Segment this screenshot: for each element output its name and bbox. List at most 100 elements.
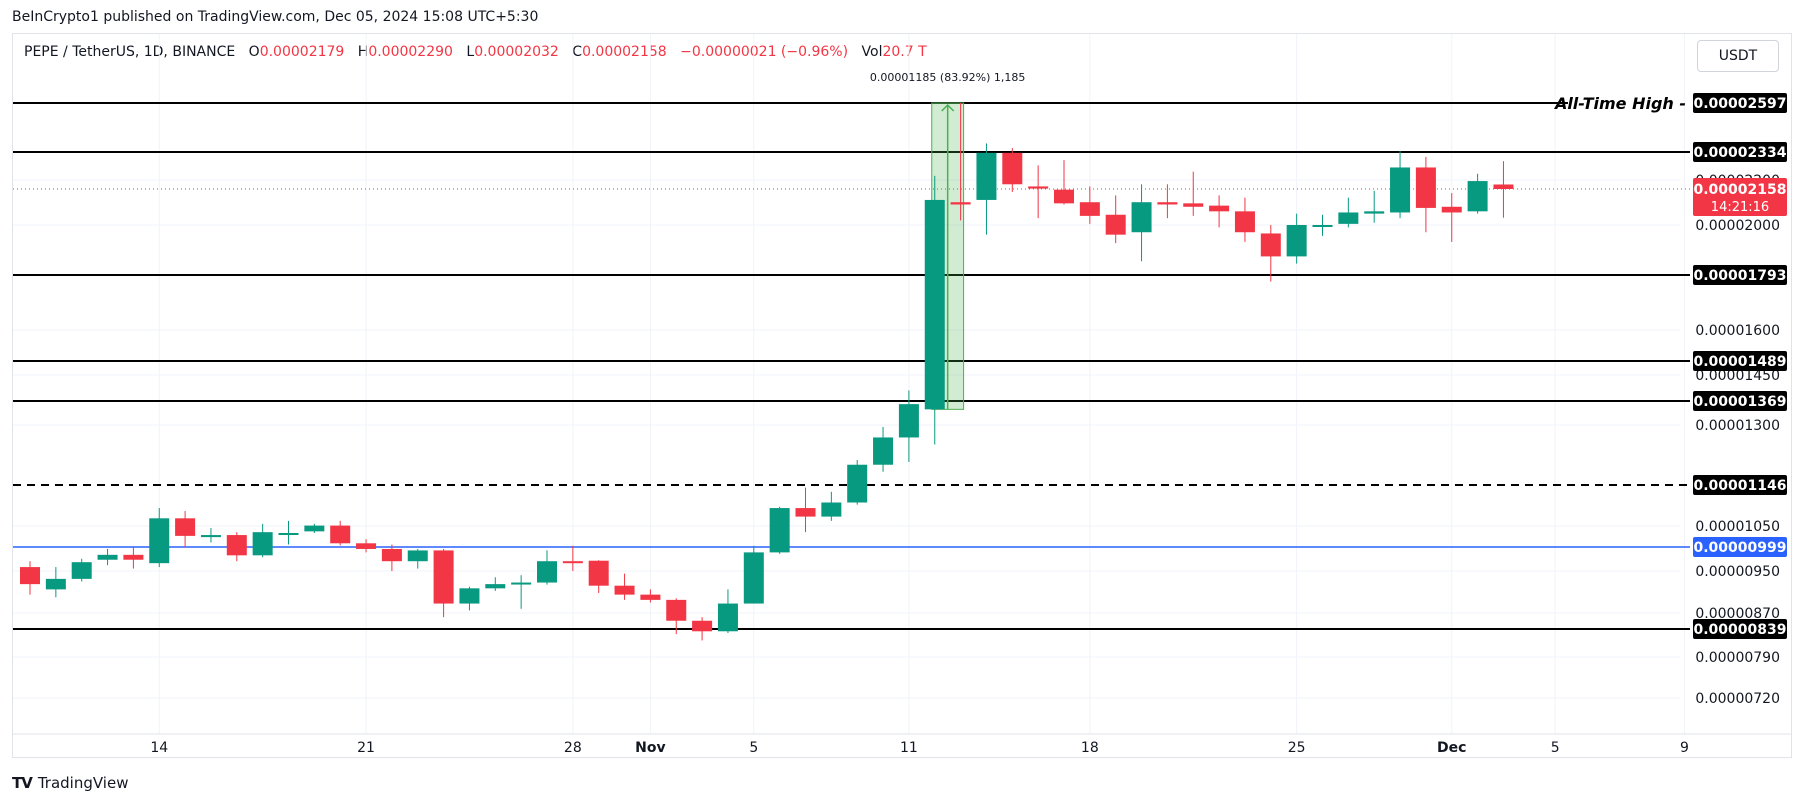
chart-frame [12,33,1792,758]
price-tick-label: 0.00000950 [1695,564,1780,580]
candle-body [562,561,583,564]
time-tick-label: 18 [1081,740,1099,756]
price-tick-label: 0.00001300 [1695,418,1780,434]
candle-body [1209,205,1230,212]
candle-body [1028,186,1049,189]
candle-body [407,550,428,562]
volume-label: Vol [861,44,883,60]
level-price-badge-label: 0.00002597 [1694,96,1787,112]
candle-body [175,518,196,536]
low-label: L [466,44,475,60]
change-value: −0.00000021 (−0.96%) [680,44,849,60]
time-tick-label: 11 [900,740,918,756]
level-price-badge-label: 0.00001489 [1694,354,1787,370]
candle-body [20,567,40,585]
candle-body [1364,211,1385,214]
candle-body [45,578,66,590]
price-tick-label: 0.00000790 [1695,650,1780,666]
countdown-timer: 14:21:16 [1711,200,1769,215]
high-value: 0.00002290 [368,44,453,60]
level-price-badge [1693,475,1787,495]
volume-value: 20.7 T [882,44,927,60]
candle-body [1415,167,1436,208]
candle-body [743,552,764,604]
time-tick-label: 5 [749,740,758,756]
level-price-badge [1693,351,1787,371]
candle-body [1054,189,1074,204]
currency-button[interactable]: USDT [1697,40,1779,72]
close-label: C [572,44,583,60]
candle-body [692,620,713,632]
level-price-badge [1693,619,1787,639]
level-price-badge-label: 0.00000999 [1694,540,1787,556]
candle-body [71,562,92,579]
price-tick-label: 0.00001600 [1695,323,1780,339]
level-price-badge [1693,93,1787,113]
price-tick-label: 0.00000720 [1695,691,1780,707]
time-tick-label: 28 [564,740,582,756]
time-tick-label: 9 [1680,740,1689,756]
candle-body [873,437,894,465]
symbol-label[interactable]: PEPE / TetherUS, 1D, BINANCE [24,44,236,60]
open-label: O [248,44,260,60]
candle-body [226,535,247,556]
time-tick-label: 21 [357,740,375,756]
candle-body [1493,184,1514,189]
measure-arrow-head [941,103,955,112]
candle-body [1467,181,1488,212]
all-time-high-label: All-Time High - [1553,94,1686,113]
candle-body [588,560,609,586]
time-tick-label: Nov [635,740,665,756]
tradingview-logo-icon: TV [12,774,33,792]
ohlc-legend: PEPE / TetherUS, 1D, BINANCE O0.00002179… [24,44,927,60]
level-price-badge [1693,265,1787,285]
level-price-badge [1693,391,1787,411]
price-tick-label: 0.00001050 [1695,519,1780,535]
high-label: H [357,44,369,60]
time-tick-label: Dec [1437,740,1466,756]
level-price-badge-label: 0.00000839 [1694,622,1787,638]
time-tick-label: 14 [150,740,168,756]
time-tick-label: 5 [1551,740,1560,756]
open-value: 0.00002179 [259,44,345,60]
candle-body [1105,214,1126,235]
candle-body [1131,202,1152,233]
price-tick-label: 0.00001450 [1695,368,1780,384]
candle-body [149,518,170,564]
level-price-badge-label: 0.00001146 [1694,478,1787,494]
candle-body [1157,202,1178,205]
candle-body [640,594,661,600]
candle-body [614,585,635,595]
measure-label: 0.00001185 (83.92%) 1,185 [870,71,1026,84]
candle-body [898,404,919,438]
candle-body [950,202,971,205]
candle-body [847,464,868,503]
level-price-badge [1693,537,1787,557]
candle-body [1312,225,1333,227]
candle-body [924,199,945,410]
low-value: 0.00002032 [474,44,559,60]
candle-body [200,535,221,538]
candle-body [304,525,325,532]
candle-body [821,502,842,517]
candle-body [1079,202,1100,216]
price-tick-label: 0.00000870 [1695,606,1780,622]
candle-body [1234,211,1255,233]
footer-brand[interactable]: TV TradingView [12,774,128,792]
candle-body [1338,212,1359,224]
candle-body [769,508,790,553]
price-tick-label: 0.00002000 [1695,218,1780,234]
candle-body [330,525,351,544]
candle-body [666,599,687,621]
candle-body [459,588,480,604]
candle-body [795,508,816,517]
candle-body [252,532,273,556]
last-price-badge [1693,178,1787,216]
candle-body [1002,152,1023,185]
candle-body [97,554,118,560]
candle-body [1441,206,1462,213]
candle-body [976,152,997,200]
level-price-badge-label: 0.00001793 [1694,268,1787,284]
tradingview-brand-label: TradingView [37,774,129,792]
